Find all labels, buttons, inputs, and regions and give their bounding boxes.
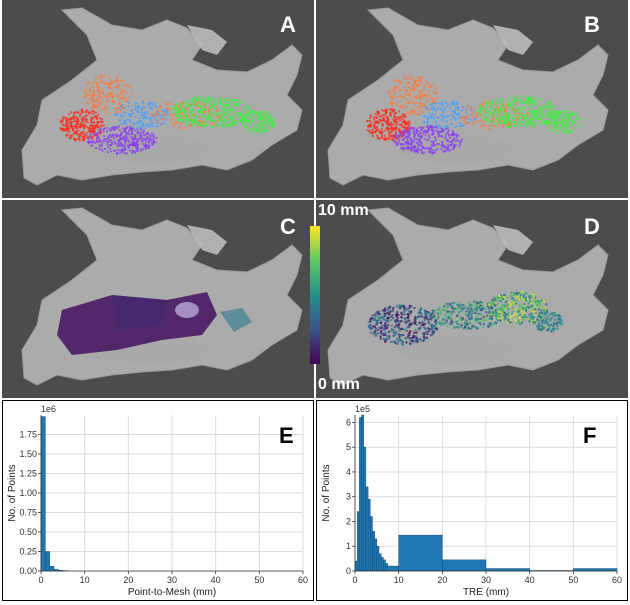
hist-f-y-label: No. of Points xyxy=(321,464,332,521)
hist-f-y-tick-label: 6 xyxy=(346,417,351,427)
hist-f-x-tick-label: 60 xyxy=(612,575,622,585)
hist-f-x-tick-label: 40 xyxy=(525,575,535,585)
colorbar xyxy=(310,226,320,364)
hist-e-y-tick-label: 1.50 xyxy=(19,449,37,459)
hist-f-y-multiplier: 1e5 xyxy=(355,404,370,414)
hist-f-bar xyxy=(372,531,374,571)
panel-label-b: B xyxy=(584,12,600,38)
hist-f-bar xyxy=(381,557,383,571)
hist-e-x-tick-label: 30 xyxy=(167,575,177,585)
hist-f-bar xyxy=(359,417,361,571)
hist-f-y-tick-label: 3 xyxy=(346,492,351,502)
hist-e-bar xyxy=(50,566,54,571)
histogram-e-svg: 0 10 20 30 40 50 60 0.00 0.25 0.50 0.75 1.00 1.25 1.5… xyxy=(3,401,313,600)
hist-f-y-tick-label: 1 xyxy=(346,541,351,551)
panel-label-d: D xyxy=(584,214,600,240)
hist-f-bar xyxy=(386,564,388,571)
panel-d-scene xyxy=(316,200,628,398)
histogram-point-to-mesh: 0 10 20 30 40 50 60 0.00 0.25 0.50 0.75 1.00 1.25 1.5… xyxy=(2,400,314,601)
hist-e-bar xyxy=(45,552,49,572)
hist-e-y-tick-label: 1.25 xyxy=(19,469,37,479)
hist-f-bar xyxy=(368,499,370,571)
hist-e-y-label: No. of Points xyxy=(7,464,18,521)
hist-f-bar xyxy=(388,566,399,571)
hist-f-bar xyxy=(357,512,359,571)
panel-a-scene xyxy=(2,0,314,198)
hist-e-x-tick-label: 20 xyxy=(123,575,133,585)
skull-base-mesh xyxy=(22,8,302,185)
skull-base-mesh xyxy=(22,208,302,385)
panel-label-c: C xyxy=(280,214,296,240)
hist-e-y-tick-label: 0.00 xyxy=(19,566,37,576)
panel-c-render: C xyxy=(2,200,314,398)
hist-e-grid xyxy=(41,415,303,571)
hist-e-x-label: Point-to-Mesh (mm) xyxy=(128,587,216,598)
hist-f-x-tick-label: 10 xyxy=(394,575,404,585)
hist-f-x-tick-label: 0 xyxy=(352,575,357,585)
hist-e-x-tick-label: 40 xyxy=(211,575,221,585)
hist-e-x-tick-label: 60 xyxy=(298,575,308,585)
hist-e-y-tick-label: 1.00 xyxy=(19,488,37,498)
hist-f-bar xyxy=(375,539,377,571)
hist-e-bars xyxy=(41,417,67,571)
hist-f-bar xyxy=(399,535,443,571)
colorbar-bottom-label: 0 mm xyxy=(318,376,360,394)
panel-c-scene xyxy=(2,200,314,398)
histogram-f-svg: 0 10 20 30 40 50 60 0 1 2 3 4 5 6 1e5 TRE (mm) No. of Po… xyxy=(317,401,627,600)
panel-d-render: D xyxy=(316,200,628,398)
panel-a-render: A xyxy=(2,0,314,198)
hist-f-bar xyxy=(379,554,381,571)
hist-f-bar xyxy=(366,487,368,571)
hist-e-bar xyxy=(41,417,45,571)
hist-f-bar xyxy=(370,517,372,571)
hist-f-bar xyxy=(442,560,486,571)
hist-f-y-tick-label: 0 xyxy=(346,566,351,576)
histogram-tre: 0 10 20 30 40 50 60 0 1 2 3 4 5 6 1e5 TRE (mm) No. of Po… xyxy=(316,400,628,601)
hist-e-y-tick-label: 0.75 xyxy=(19,508,37,518)
skull-base-mesh xyxy=(328,208,608,385)
hist-e-y-tick-label: 0.25 xyxy=(19,547,37,557)
hist-e-y-multiplier: 1e6 xyxy=(41,404,56,414)
hist-f-grid xyxy=(355,415,617,571)
hist-f-x-tick-label: 30 xyxy=(481,575,491,585)
hist-f-bar xyxy=(383,560,385,571)
hist-f-x-label: TRE (mm) xyxy=(463,587,509,598)
hist-f-bar xyxy=(364,447,366,571)
hist-f-bar xyxy=(362,415,364,571)
colorbar-top-label: 10 mm xyxy=(318,202,369,220)
hist-e-y-tick-label: 0.50 xyxy=(19,527,37,537)
hist-f-y-tick-label: 5 xyxy=(346,442,351,452)
hist-f-x-tick-label: 20 xyxy=(437,575,447,585)
colorbar-gradient xyxy=(310,226,320,364)
panel-b-scene xyxy=(316,0,628,198)
skull-base-mesh xyxy=(328,8,608,185)
hist-e-x-tick-label: 0 xyxy=(38,575,43,585)
panel-label-e: E xyxy=(279,423,294,449)
hist-e-x-tick-label: 10 xyxy=(80,575,90,585)
hist-e-x-tick-label: 50 xyxy=(254,575,264,585)
panel-b-render: B xyxy=(316,0,628,198)
hist-f-y-tick-label: 4 xyxy=(346,467,351,477)
hist-f-y-tick-label: 2 xyxy=(346,516,351,526)
hist-f-bar xyxy=(377,546,379,571)
hist-e-y-tick-label: 1.75 xyxy=(19,430,37,440)
panel-label-a: A xyxy=(280,12,296,38)
hist-f-x-tick-label: 50 xyxy=(568,575,578,585)
panel-label-f: F xyxy=(583,423,596,449)
